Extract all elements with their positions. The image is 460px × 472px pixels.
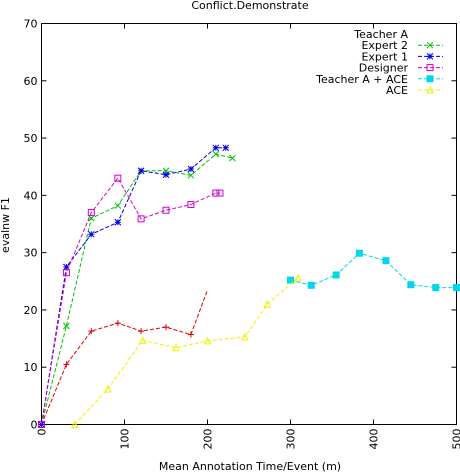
data-point: [187, 165, 195, 173]
data-point: [63, 322, 70, 330]
legend-label: Designer: [359, 62, 409, 75]
series-line: [41, 153, 233, 425]
data-point: [187, 171, 195, 179]
legend-swatch-marker: [426, 85, 434, 94]
data-point: [432, 284, 440, 292]
data-point: [63, 263, 70, 271]
y-tick-label: 30: [24, 247, 38, 260]
y-tick-label: 50: [24, 132, 38, 145]
legend-swatch-marker: [426, 53, 434, 60]
data-point: [203, 336, 212, 345]
data-point: [62, 269, 70, 277]
x-tick-label: 0: [36, 429, 49, 436]
data-point: [212, 144, 220, 152]
x-axis-label: Mean Annotation Time/Event (m): [159, 460, 341, 472]
data-point: [355, 249, 363, 257]
data-point: [38, 421, 45, 428]
legend-label: Teacher A: [353, 28, 408, 41]
chart-title: Conflict.Demonstrate: [191, 0, 308, 12]
series-group: [38, 144, 230, 428]
legend-swatch-marker: [426, 75, 434, 83]
plot-frame: [41, 23, 457, 425]
series-group: [38, 150, 236, 428]
y-tick-label: 70: [24, 18, 38, 31]
data-point: [114, 174, 122, 182]
legend-label: ACE: [386, 84, 408, 97]
series-line: [74, 277, 299, 425]
y-tick-label: 20: [24, 304, 38, 317]
y-tick-label: 10: [24, 361, 38, 374]
data-point: [87, 230, 95, 238]
series-line: [290, 252, 457, 289]
data-point: [222, 144, 230, 152]
data-point: [138, 336, 147, 344]
data-point: [114, 202, 122, 210]
data-point: [138, 328, 145, 335]
data-point: [63, 361, 70, 368]
data-point: [407, 281, 415, 289]
y-tick-label: 60: [24, 75, 38, 88]
x-tick-label: 200: [202, 429, 215, 450]
series-group: [38, 289, 208, 428]
series-group: [287, 249, 460, 292]
data-point: [137, 167, 145, 175]
series-group: [70, 273, 302, 428]
data-point: [187, 331, 194, 338]
data-point: [162, 171, 170, 179]
legend-label: Teacher A + ACE: [315, 73, 408, 86]
data-point: [294, 273, 302, 282]
data-point: [212, 150, 220, 158]
data-point: [104, 384, 112, 393]
x-tick-label: 100: [119, 429, 132, 450]
data-point: [114, 218, 122, 226]
series-line: [41, 177, 220, 425]
data-point: [287, 276, 294, 284]
data-point: [163, 324, 169, 331]
data-point: [332, 271, 340, 279]
data-point: [212, 189, 220, 197]
data-point: [87, 209, 95, 217]
data-point: [216, 189, 224, 197]
data-point: [172, 343, 180, 352]
data-point: [241, 332, 249, 341]
data-point: [382, 257, 390, 265]
y-tick-label: 40: [24, 189, 38, 202]
data-point: [87, 214, 95, 222]
legend-label: Expert 2: [361, 39, 408, 52]
data-point: [453, 284, 460, 292]
x-tick-label: 500: [451, 429, 460, 450]
y-axis-label: evalnw F1: [0, 197, 12, 253]
data-point: [88, 328, 95, 335]
x-tick-label: 300: [285, 429, 298, 450]
y-tick-label: 0: [31, 419, 38, 432]
data-point: [137, 215, 145, 223]
data-point: [187, 201, 195, 209]
legend-swatch-marker: [426, 41, 434, 49]
data-point: [70, 420, 79, 428]
data-point: [263, 300, 272, 308]
data-point: [114, 320, 121, 327]
series-layer: [38, 144, 460, 428]
data-point: [162, 206, 170, 214]
series-line-tail: [190, 289, 208, 335]
legend-swatch-marker: [426, 64, 434, 72]
x-tick-label: 400: [368, 429, 381, 450]
data-point: [307, 281, 315, 289]
series-group: [38, 174, 224, 428]
series-line: [41, 147, 226, 425]
legend-label: Expert 1: [361, 50, 408, 63]
ticks-layer: 0 100 200 300 400 500 0 10 20 30 40 50 60 70: [24, 18, 460, 450]
series-line: [41, 322, 192, 425]
data-point: [229, 154, 236, 162]
